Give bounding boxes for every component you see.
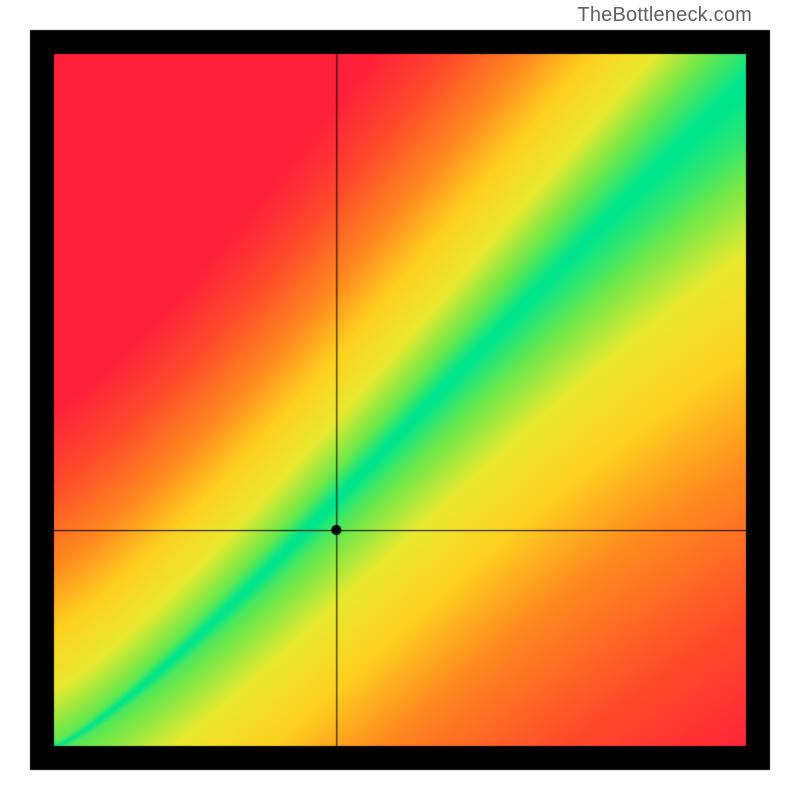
chart-stage: { "attribution": "TheBottleneck.com", "c… <box>0 0 800 800</box>
attribution-text: TheBottleneck.com <box>577 4 752 27</box>
heatmap-canvas <box>0 0 800 800</box>
